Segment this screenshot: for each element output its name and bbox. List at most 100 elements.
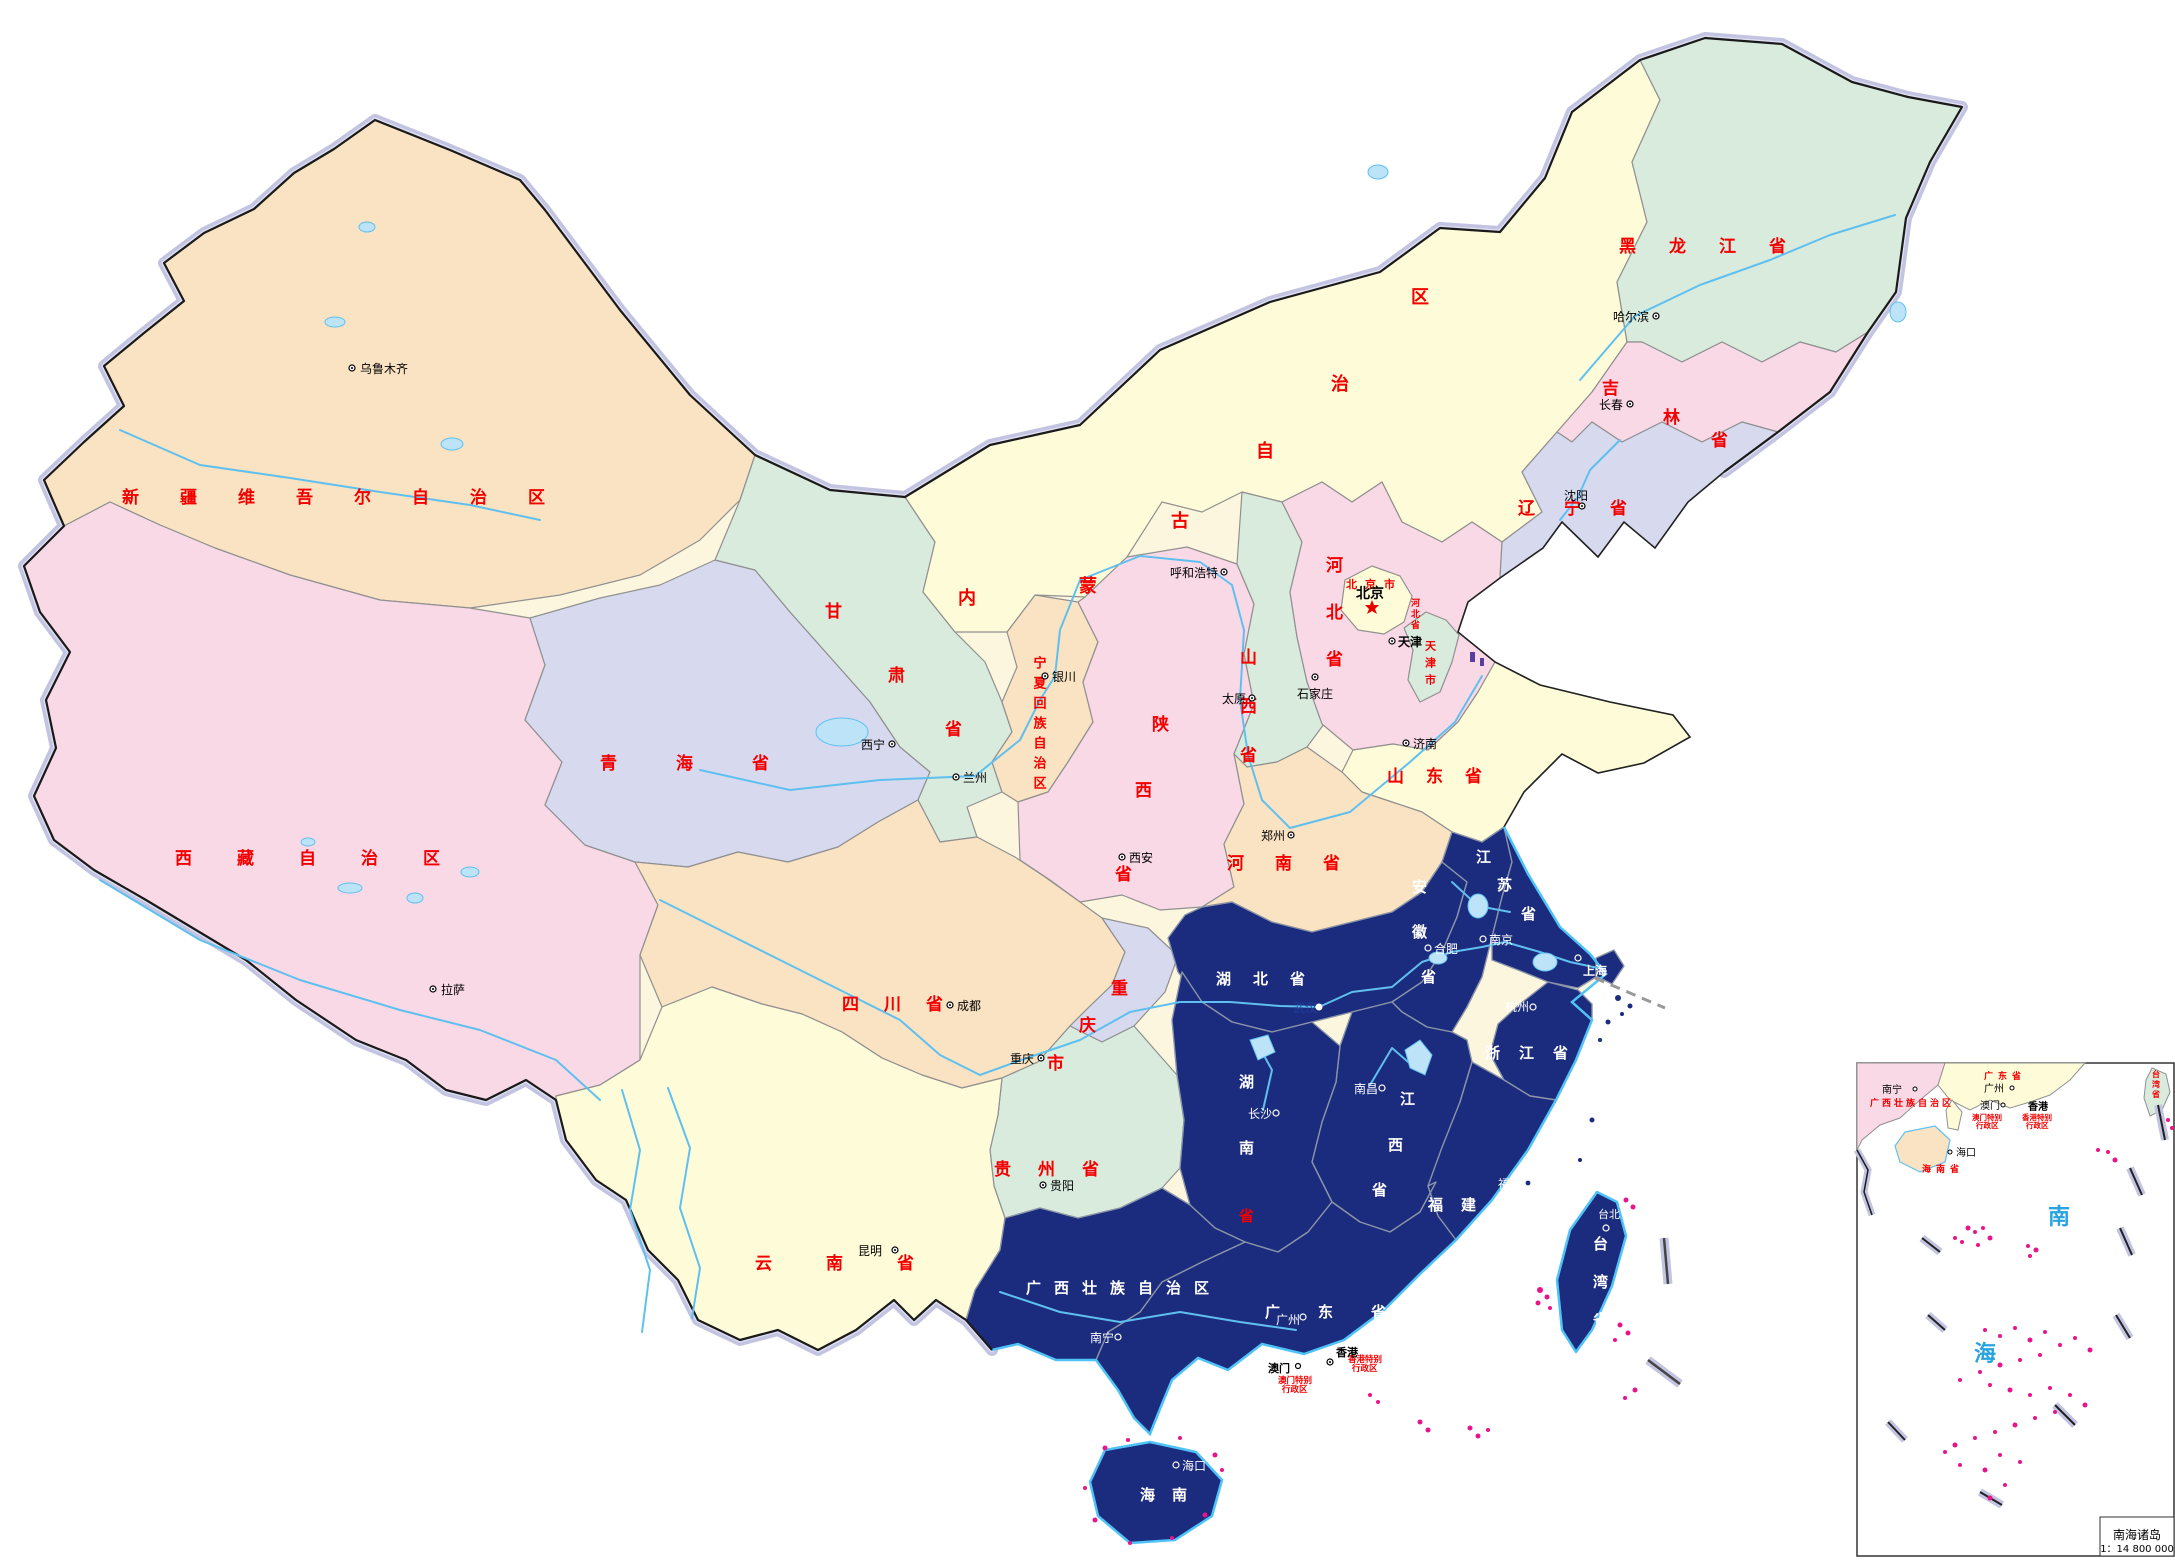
provinces [23, 37, 1963, 1351]
city-marker-aomen [1294, 1362, 1302, 1370]
label-ningxia: 宁夏回族自治区 [1031, 655, 1048, 796]
city-label-fuzhou: 福州 [1498, 1176, 1522, 1191]
inset-hk-sar-2: 行政区 [2025, 1120, 2049, 1130]
label-taiwan: 台湾省 [1591, 1235, 1609, 1350]
city-label-chongqing: 重庆 [1010, 1052, 1034, 1066]
bohai-mark [1470, 652, 1475, 662]
label-zhejiang: 浙江省 [1485, 1044, 1587, 1062]
label-hebei-small: 河北省 [1409, 597, 1421, 631]
label-anhui-1: 安 [1412, 878, 1427, 896]
inset-label-xianggang: 香港 [2028, 1100, 2049, 1113]
river-yarlung [99, 879, 601, 1101]
inset-box-scale: 1：14 800 000 [2100, 1544, 2174, 1555]
island-dot [1170, 1536, 1174, 1540]
province-beijing[interactable] [1340, 565, 1413, 635]
city-label-guiyang: 贵阳 [1050, 1179, 1074, 1193]
label-gansu-1: 甘 [825, 601, 842, 622]
island-dot [1625, 1330, 1631, 1336]
river-tarim [119, 429, 541, 521]
beijing-star-icon [1365, 600, 1379, 614]
lake-hongze [1467, 893, 1489, 919]
island-dot [1368, 1393, 1372, 1397]
rivers [99, 214, 1896, 1333]
island-dot [1128, 1541, 1132, 1545]
city-label-taibei: 台北 [1598, 1207, 1620, 1221]
label-anhui-3: 省 [1420, 968, 1436, 986]
label-shaanxi-2: 西 [1135, 781, 1152, 801]
city-marker-nanchang [1378, 1084, 1386, 1092]
city-label-lanzhou: 兰州 [963, 771, 987, 785]
city-label-jinan: 济南 [1413, 736, 1437, 751]
province-hainan[interactable] [1088, 1440, 1224, 1545]
lake-small-xinjiang [440, 437, 464, 451]
label-hunan-2: 南 [1239, 1139, 1254, 1157]
label-chongqing-2: 庆 [1079, 1015, 1096, 1036]
city-marker-shanghai [1574, 954, 1582, 962]
inset-label-guangxi: 广西壮族自治区 [1870, 1097, 1954, 1109]
city-marker-hefei [1424, 944, 1432, 952]
island-dot [1202, 1512, 1208, 1518]
island-dot [1537, 1287, 1543, 1293]
label-neimenggu-3: 古 [1171, 510, 1189, 532]
province-hunan[interactable] [1171, 971, 1341, 1253]
lake-qinghai [815, 717, 869, 747]
river-songhua [1579, 214, 1896, 381]
label-hubei: 湖北省 [1216, 970, 1327, 988]
label-neimenggu-4: 自 [1256, 440, 1274, 462]
city-label-haikou: 海口 [1182, 1458, 1206, 1473]
city-marker-haikou [1172, 1461, 1180, 1469]
city-label-taiyuan: 太原 [1222, 691, 1246, 706]
city-label-shijiazhuang: 石家庄 [1297, 686, 1333, 701]
city-label-huhehaote: 呼和浩特 [1170, 565, 1218, 580]
city-label-shenyang: 沈阳 [1564, 488, 1588, 503]
city-label-nanjing: 南京 [1489, 932, 1513, 947]
label-shanxi: 山西省 [1236, 648, 1258, 795]
island-dot [1475, 1433, 1481, 1439]
city-marker-hangzhou [1529, 1003, 1537, 1011]
city-label-hefei: 合肥 [1434, 941, 1458, 956]
island-dot [1630, 1204, 1636, 1210]
inset-label-aomen: 澳门 [1980, 1099, 2000, 1112]
label-macau-sar-1: 澳门特别 [1278, 1375, 1312, 1386]
city-label-tianjin: 天津 [1398, 634, 1422, 649]
city-label-zhengzhou: 郑州 [1261, 828, 1285, 843]
inset-label-hainan: 海南省 [1922, 1163, 1964, 1175]
island-dot [1632, 1387, 1638, 1393]
label-neimenggu-6: 区 [1411, 287, 1429, 308]
province-tianjin[interactable] [1403, 611, 1460, 703]
label-anhui-2: 徽 [1411, 923, 1428, 941]
label-hk-sar-2: 行政区 [1351, 1363, 1378, 1374]
label-guangxi: 广西壮族自治区 [1026, 1279, 1222, 1297]
island-dot [1102, 1445, 1108, 1451]
label-gansu-2: 肃 [888, 666, 905, 686]
island-dot [1376, 1400, 1380, 1404]
province-taiwan[interactable] [1555, 1190, 1628, 1354]
island-dot [1220, 1468, 1224, 1472]
island-dot [1544, 1294, 1550, 1300]
city-label-changchun: 长春 [1599, 398, 1623, 412]
coastlines [991, 471, 1725, 1437]
province-heilongjiang[interactable] [1616, 37, 1963, 363]
label-hunan-3: 省 [1238, 1207, 1254, 1225]
label-guizhou: 贵州省 [994, 1159, 1126, 1180]
city-label-kunming: 昆明 [858, 1244, 882, 1258]
province-anhui[interactable] [1391, 826, 1513, 1033]
inset-scale-box [2099, 1516, 2175, 1557]
province-labels: 新疆维吾尔自治区 西藏自治区 青海省 甘 肃 省 内 蒙 古 自 治 区 宁夏回… [122, 236, 1786, 1504]
city-marker-guangzhou [1299, 1313, 1307, 1321]
label-hebei: 河北省 [1322, 556, 1344, 697]
river-xiang [1261, 1051, 1273, 1111]
inset-label-guangzhou: 广州 [1984, 1083, 2004, 1095]
label-tianjin-shi: 天津市 [1424, 640, 1437, 691]
label-jiangsu-3: 省 [1520, 905, 1536, 923]
lake-khanka [1889, 301, 1907, 323]
river-pearl [999, 1291, 1297, 1331]
lake-namco [337, 882, 363, 894]
label-neimenggu-2: 蒙 [1079, 576, 1097, 597]
river-gan [1369, 1047, 1416, 1086]
city-label-yinchuan: 银川 [1052, 670, 1076, 684]
label-hunan-1: 湖 [1239, 1073, 1254, 1091]
label-neimenggu-5: 治 [1331, 373, 1349, 395]
island-dot [1417, 1419, 1423, 1425]
